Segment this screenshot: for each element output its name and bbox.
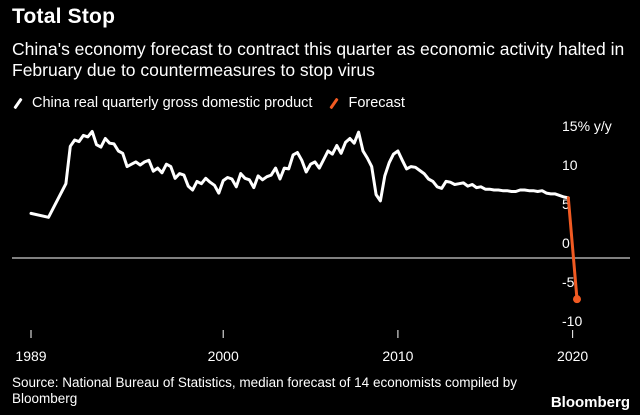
forecast-point <box>573 295 581 304</box>
chart-title: Total Stop <box>12 5 116 28</box>
chart-subtitle: China's economy forecast to contract thi… <box>12 39 625 80</box>
legend-label-gdp: China real quarterly gross domestic prod… <box>32 95 313 111</box>
x-tick-label: 2020 <box>557 348 588 364</box>
y-tick-label: -10 <box>562 313 582 329</box>
x-tick-label: 2000 <box>208 348 239 364</box>
legend: China real quarterly gross domestic prod… <box>12 93 421 113</box>
y-tick-label: 0 <box>562 235 570 251</box>
y-tick-label: 5 <box>562 196 570 212</box>
legend-item-forecast: Forecast <box>328 95 405 111</box>
x-tick-label: 2010 <box>382 348 413 364</box>
y-tick-label: 10 <box>562 157 578 173</box>
x-tick-label: 1989 <box>15 348 46 364</box>
legend-item-gdp: China real quarterly gross domestic prod… <box>12 95 312 111</box>
y-tick-label: -5 <box>562 274 575 290</box>
y-tick-label: 15% y/y <box>562 118 612 134</box>
gdp-series-line <box>29 130 570 219</box>
source-note: Source: National Bureau of Statistics, m… <box>12 375 518 406</box>
brand-logo: Bloomberg <box>550 394 630 411</box>
forecast-series-line <box>566 196 579 301</box>
legend-label-forecast: Forecast <box>348 95 405 111</box>
